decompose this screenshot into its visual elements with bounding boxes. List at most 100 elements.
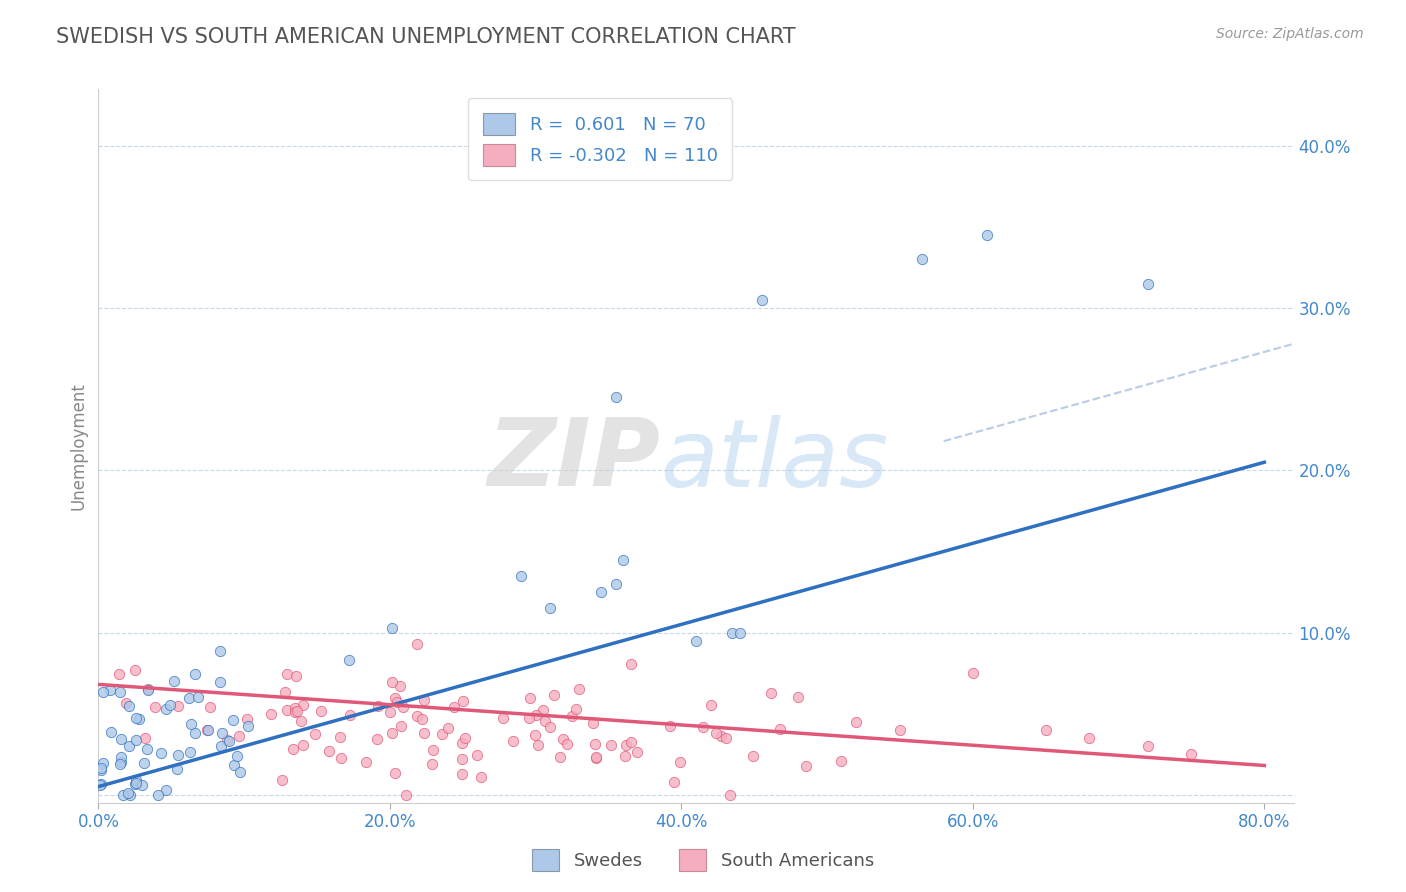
Point bbox=[120, 788, 142, 802]
Point bbox=[136, 742, 159, 756]
Point bbox=[412, 693, 434, 707]
Point bbox=[195, 723, 218, 737]
Point bbox=[565, 702, 588, 716]
Point bbox=[728, 625, 751, 640]
Point bbox=[716, 731, 738, 745]
Point bbox=[612, 552, 634, 566]
Point bbox=[236, 712, 259, 726]
Point bbox=[224, 757, 246, 772]
Point bbox=[149, 747, 172, 761]
Point bbox=[710, 729, 733, 743]
Point bbox=[451, 767, 474, 781]
Point bbox=[284, 705, 307, 719]
Y-axis label: Unemployment: Unemployment bbox=[69, 382, 87, 510]
Point bbox=[118, 739, 141, 754]
Point bbox=[517, 710, 540, 724]
Point bbox=[406, 709, 429, 723]
Point bbox=[742, 749, 765, 764]
Point bbox=[599, 738, 621, 752]
Point bbox=[889, 723, 911, 737]
Point bbox=[125, 732, 148, 747]
Point bbox=[911, 252, 934, 267]
Point bbox=[384, 766, 406, 780]
Point bbox=[430, 727, 453, 741]
Point bbox=[962, 666, 984, 681]
Point bbox=[395, 788, 418, 802]
Point bbox=[422, 742, 444, 756]
Point bbox=[274, 684, 297, 698]
Point bbox=[183, 667, 205, 681]
Point bbox=[605, 390, 627, 404]
Point bbox=[685, 633, 707, 648]
Point bbox=[115, 696, 138, 710]
Point bbox=[209, 644, 232, 658]
Point bbox=[89, 778, 111, 792]
Point bbox=[292, 738, 315, 752]
Point bbox=[581, 716, 603, 731]
Point bbox=[381, 725, 404, 739]
Point bbox=[412, 725, 434, 739]
Point bbox=[117, 786, 139, 800]
Point bbox=[533, 714, 555, 729]
Point bbox=[492, 711, 515, 725]
Point bbox=[91, 756, 114, 771]
Point bbox=[384, 690, 406, 705]
Point bbox=[1136, 277, 1159, 291]
Point bbox=[451, 752, 474, 766]
Point bbox=[110, 756, 132, 770]
Point bbox=[1136, 739, 1159, 753]
Point bbox=[108, 667, 131, 681]
Point bbox=[378, 705, 401, 719]
Point bbox=[976, 228, 998, 243]
Point bbox=[381, 621, 404, 635]
Point bbox=[339, 707, 361, 722]
Text: SWEDISH VS SOUTH AMERICAN UNEMPLOYMENT CORRELATION CHART: SWEDISH VS SOUTH AMERICAN UNEMPLOYMENT C… bbox=[56, 27, 796, 46]
Point bbox=[217, 733, 239, 747]
Point bbox=[162, 674, 184, 689]
Point bbox=[91, 684, 114, 698]
Point bbox=[524, 729, 547, 743]
Text: Source: ZipAtlas.com: Source: ZipAtlas.com bbox=[1216, 27, 1364, 41]
Point bbox=[159, 698, 181, 712]
Point bbox=[238, 718, 260, 732]
Point bbox=[366, 731, 388, 746]
Point bbox=[561, 709, 583, 723]
Point bbox=[166, 762, 188, 776]
Point bbox=[290, 714, 312, 728]
Point bbox=[389, 719, 412, 733]
Point bbox=[208, 674, 231, 689]
Point bbox=[197, 723, 219, 738]
Point bbox=[692, 721, 714, 735]
Point bbox=[309, 704, 332, 718]
Point bbox=[304, 727, 326, 741]
Point bbox=[761, 686, 783, 700]
Point bbox=[620, 657, 643, 671]
Point bbox=[354, 755, 377, 769]
Point bbox=[721, 625, 744, 640]
Point bbox=[90, 764, 112, 778]
Point bbox=[391, 700, 413, 714]
Point bbox=[218, 734, 240, 748]
Point bbox=[138, 682, 160, 697]
Point bbox=[124, 664, 146, 678]
Point bbox=[260, 707, 283, 722]
Point bbox=[155, 701, 177, 715]
Point bbox=[136, 682, 159, 697]
Point bbox=[287, 705, 309, 719]
Point bbox=[337, 653, 360, 667]
Point bbox=[155, 782, 177, 797]
Point bbox=[184, 725, 207, 739]
Point bbox=[524, 707, 547, 722]
Point bbox=[1078, 731, 1101, 745]
Text: atlas: atlas bbox=[661, 415, 889, 506]
Point bbox=[1035, 723, 1057, 737]
Point bbox=[124, 777, 146, 791]
Point bbox=[132, 756, 155, 770]
Point bbox=[229, 765, 252, 780]
Point bbox=[167, 698, 190, 713]
Point bbox=[110, 732, 132, 747]
Point bbox=[100, 682, 122, 697]
Point bbox=[605, 577, 627, 591]
Point bbox=[769, 722, 792, 736]
Point bbox=[226, 749, 249, 764]
